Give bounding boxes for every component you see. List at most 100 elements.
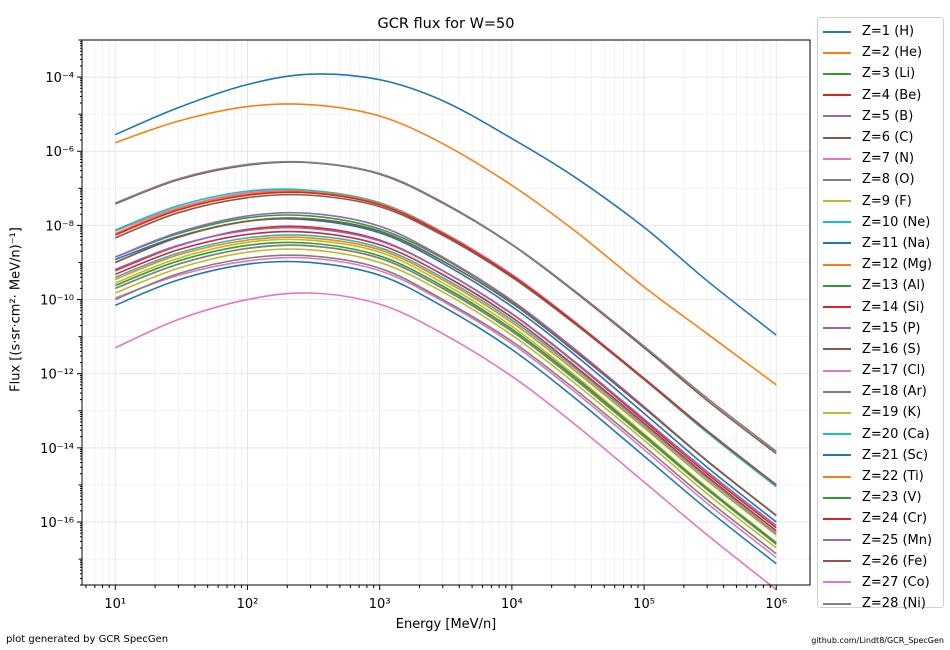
x-axis-label: Energy [MeV/n] — [395, 617, 497, 632]
series-line — [115, 160, 777, 453]
x-tick-label: 10⁴ — [501, 597, 523, 612]
legend-label: Z=26 (Fe) — [862, 553, 928, 569]
legend-swatch — [823, 242, 851, 245]
legend-entry: Z=9 (F) — [818, 191, 943, 212]
series-line — [114, 248, 777, 549]
legend-entry: Z=5 (B) — [818, 106, 943, 127]
series-lines — [114, 73, 777, 591]
legend-label: Z=24 (Cr) — [862, 511, 928, 527]
legend-swatch — [823, 157, 851, 160]
legend-swatch — [823, 369, 851, 372]
series-line — [115, 234, 777, 534]
series-line — [114, 225, 777, 529]
legend-swatch — [823, 454, 851, 457]
x-tick-label: 10¹ — [104, 597, 126, 612]
legend-label: Z=23 (V) — [862, 490, 922, 506]
legend-entry: Z=20 (Ca) — [818, 424, 943, 445]
legend-entry: Z=8 (O) — [818, 169, 943, 190]
legend-entry: Z=1 (H) — [818, 21, 943, 42]
legend-label: Z=8 (O) — [862, 172, 915, 188]
series-line — [114, 260, 777, 565]
legend-label: Z=21 (Sc) — [862, 447, 929, 463]
legend-entry: Z=23 (V) — [818, 487, 943, 508]
legend-label: Z=4 (Be) — [862, 87, 922, 103]
legend-label: Z=28 (Ni) — [862, 596, 926, 612]
legend-entry: Z=11 (Na) — [818, 233, 943, 254]
legend-label: Z=16 (S) — [862, 341, 921, 357]
series-line — [115, 103, 777, 386]
legend-entry: Z=2 (He) — [818, 42, 943, 63]
series-line — [114, 292, 777, 591]
y-tick-label: 10⁻¹² — [40, 368, 74, 383]
legend-swatch — [823, 306, 851, 309]
series-line — [114, 73, 777, 336]
legend-swatch — [823, 433, 851, 436]
legend-entry: Z=21 (Sc) — [818, 445, 943, 466]
legend-label: Z=15 (P) — [862, 320, 921, 336]
chart-title: GCR flux for W=50 — [377, 16, 515, 32]
legend-swatch — [823, 560, 851, 563]
legend-entry: Z=7 (N) — [818, 148, 943, 169]
x-tick-label: 10⁵ — [633, 597, 655, 612]
legend-entry: Z=18 (Ar) — [818, 381, 943, 402]
grid-lines — [82, 39, 810, 585]
legend-swatch — [823, 263, 851, 266]
y-tick-label: 10⁻⁶ — [45, 145, 74, 160]
legend: Z=1 (H) Z=2 (He) Z=3 (Li) Z=4 (Be) Z=5 (B) Z=… — [817, 17, 944, 611]
x-tick-label: 10² — [237, 597, 259, 612]
legend-label: Z=1 (H) — [862, 24, 915, 40]
series-line — [114, 217, 777, 517]
legend-label: Z=19 (K) — [862, 405, 922, 421]
legend-swatch — [823, 411, 851, 414]
legend-entry: Z=3 (Li) — [818, 63, 943, 84]
legend-entry: Z=27 (Co) — [818, 572, 943, 593]
legend-label: Z=17 (Cl) — [862, 363, 926, 379]
legend-swatch — [823, 136, 851, 139]
series-line — [115, 226, 777, 527]
legend-entry: Z=28 (Ni) — [818, 593, 943, 614]
legend-swatch — [823, 94, 851, 97]
legend-label: Z=6 (C) — [862, 130, 914, 146]
series-line — [114, 238, 777, 544]
y-axis-label: Flux [(s·sr·cm²· MeV/n)⁻¹] — [8, 227, 24, 392]
legend-label: Z=12 (Mg) — [862, 257, 933, 273]
footer-link: github.com/Lindt8/GCR_SpecGen — [811, 636, 944, 645]
legend-swatch — [823, 284, 851, 287]
x-tick-label: 10⁶ — [765, 597, 787, 612]
series-line — [115, 244, 777, 545]
legend-entry: Z=24 (Cr) — [818, 508, 943, 529]
legend-swatch — [823, 602, 851, 605]
plot-frame — [81, 39, 811, 586]
y-tick-label: 10⁻¹⁴ — [40, 442, 74, 457]
legend-label: Z=10 (Ne) — [862, 214, 931, 230]
legend-label: Z=18 (Ar) — [862, 384, 927, 400]
legend-entry: Z=10 (Ne) — [818, 212, 943, 233]
legend-label: Z=13 (Al) — [862, 278, 926, 294]
y-tick-label: 10⁻¹⁰ — [40, 294, 74, 309]
legend-entry: Z=13 (Al) — [818, 275, 943, 296]
legend-entry: Z=17 (Cl) — [818, 360, 943, 381]
legend-label: Z=3 (Li) — [862, 66, 916, 82]
legend-label: Z=14 (Si) — [862, 299, 925, 315]
series-line — [114, 193, 777, 486]
legend-entry: Z=26 (Fe) — [818, 551, 943, 572]
series-line — [115, 230, 777, 532]
y-tick-label: 10⁻⁴ — [45, 71, 74, 86]
axis-ticks: 10¹ 10² 10³ 10⁴ 10⁵ 10⁶ 10⁻¹⁶ 10⁻¹⁴ 10⁻¹² 10⁻¹⁰ 10… — [40, 39, 787, 612]
series-line — [115, 236, 777, 536]
legend-swatch — [823, 221, 851, 224]
legend-swatch — [823, 539, 851, 542]
legend-swatch — [823, 51, 851, 54]
legend-entry: Z=15 (P) — [818, 318, 943, 339]
legend-swatch — [823, 327, 851, 330]
legend-swatch — [823, 475, 851, 478]
legend-label: Z=5 (B) — [862, 108, 914, 124]
series-line — [115, 214, 777, 517]
legend-swatch — [823, 348, 851, 351]
legend-label: Z=2 (He) — [862, 45, 923, 61]
legend-label: Z=22 (Ti) — [862, 469, 924, 485]
legend-swatch — [823, 30, 851, 33]
legend-swatch — [823, 517, 851, 520]
legend-entry: Z=22 (Ti) — [818, 466, 943, 487]
